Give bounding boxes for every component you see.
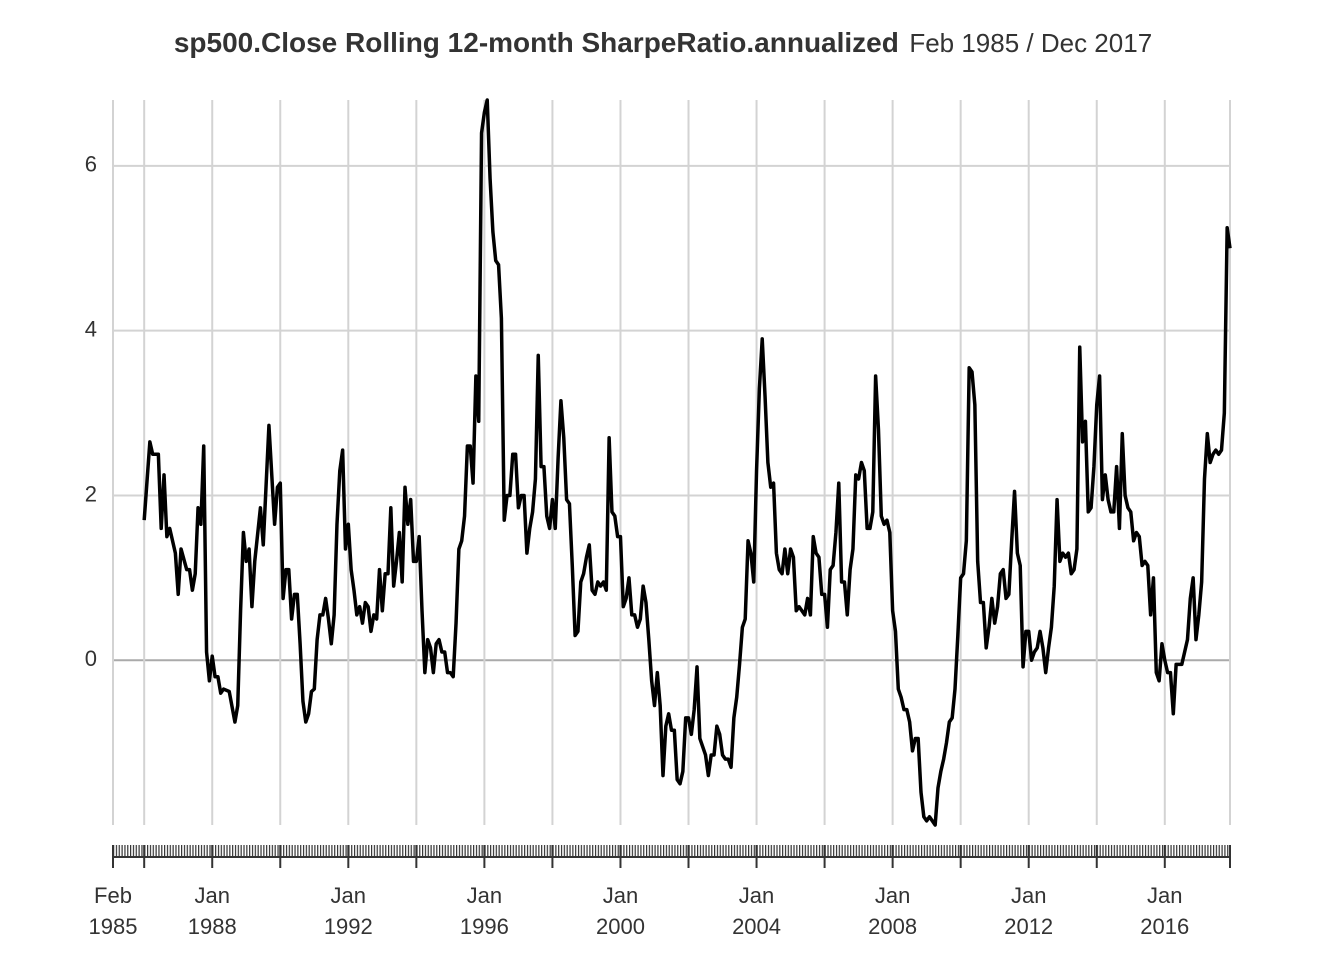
subtitle: Feb 1985 / Dec 2017 <box>909 28 1152 58</box>
y-tick-label: 2 <box>85 481 97 506</box>
y-tick-label: 0 <box>85 646 97 671</box>
line <box>142 98 1232 827</box>
x-tick-label: Jan 2004 <box>732 883 782 939</box>
x-tick-label: Jan 2012 <box>1004 883 1054 939</box>
x-tick-label: Jan 2016 <box>1140 883 1190 939</box>
x-tick-label: Jan 1996 <box>459 883 509 939</box>
x-tick-label: Feb 1985 <box>88 883 138 939</box>
x-tick-label: Jan 2008 <box>868 883 918 939</box>
x-tick-label: Jan 1988 <box>187 883 237 939</box>
title: sp500.Close Rolling 12-month SharpeRatio… <box>174 27 899 58</box>
x-tick-label: Jan 2000 <box>595 883 645 939</box>
minor-ticks <box>113 845 1230 857</box>
y-tick-label: 4 <box>85 316 97 341</box>
y-tick-label: 6 <box>85 152 97 177</box>
x-tick-label: Jan 1992 <box>323 883 373 939</box>
chart-title: sp500.Close Rolling 12-month SharpeRatio… <box>174 27 1152 58</box>
